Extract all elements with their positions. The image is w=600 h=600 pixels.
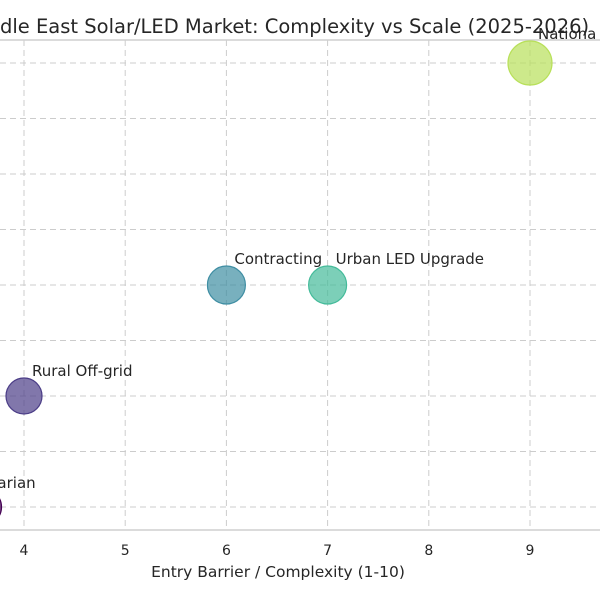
data-point-label: Contracting: [234, 250, 322, 268]
chart-title: dle East Solar/LED Market: Complexity vs…: [0, 15, 589, 38]
x-tick-label: 8: [424, 543, 433, 559]
point-labels: Nationa Contracting Urban LED Upgrade Rural…: [0, 25, 596, 492]
x-tick-label: 4: [20, 543, 29, 559]
x-tick-label: 7: [323, 543, 332, 559]
data-point-label: Rural Off-grid: [32, 362, 132, 380]
data-point-label: Nationa: [538, 25, 596, 43]
x-tick-labels: 4 5 6 7 8 9: [20, 543, 535, 559]
data-point: [5, 377, 43, 415]
x-tick-label: 5: [121, 543, 130, 559]
data-point-label: Urban LED Upgrade: [336, 250, 484, 268]
data-point: [206, 265, 246, 305]
axes: [0, 39, 600, 531]
x-tick-label: 9: [526, 543, 535, 559]
data-point-label: tarian: [0, 474, 36, 492]
data-point: [308, 265, 348, 305]
points: [0, 40, 553, 516]
grid: [0, 40, 600, 530]
data-point: [0, 498, 3, 516]
data-point: [507, 40, 553, 86]
x-axis-label: Entry Barrier / Complexity (1-10): [151, 563, 405, 581]
x-tick-label: 6: [222, 543, 231, 559]
